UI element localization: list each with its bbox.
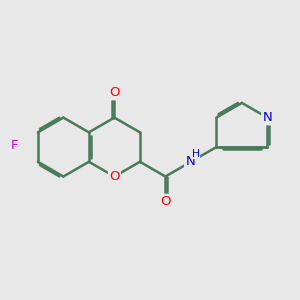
Text: F: F (11, 139, 19, 152)
Text: O: O (109, 170, 120, 183)
Text: N: N (262, 111, 272, 124)
Text: O: O (109, 86, 120, 99)
Text: O: O (160, 195, 171, 208)
Text: N: N (186, 155, 196, 168)
Text: H: H (192, 148, 200, 158)
